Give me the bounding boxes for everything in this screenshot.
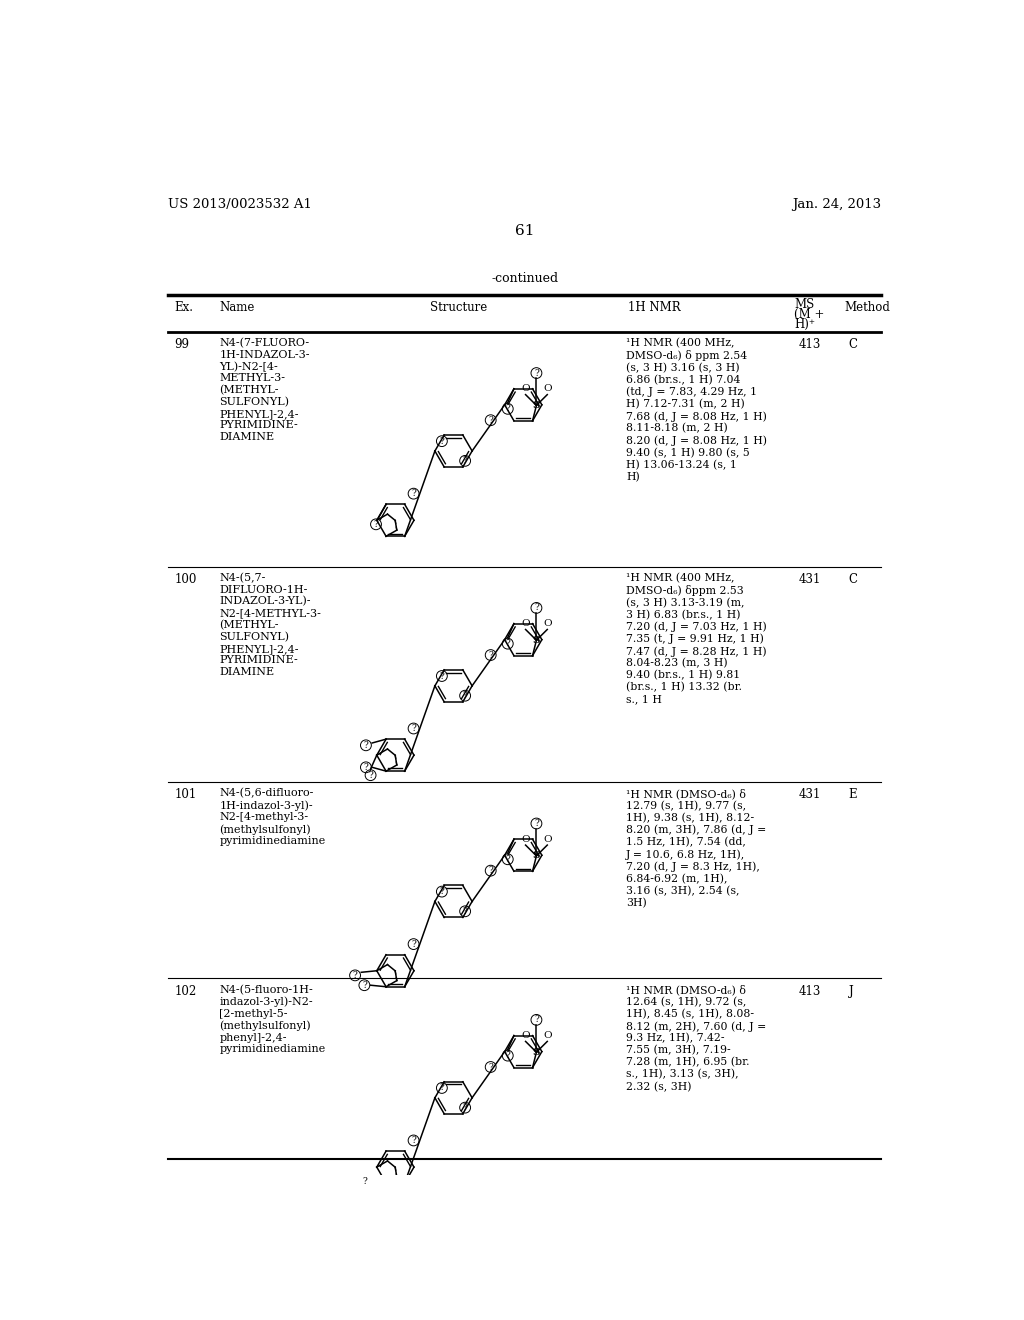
Text: ?: ? <box>463 907 468 916</box>
Text: 99: 99 <box>174 338 189 351</box>
Text: ?: ? <box>362 1177 367 1187</box>
Text: ?: ? <box>439 437 444 446</box>
Text: 101: 101 <box>174 788 197 801</box>
Text: 413: 413 <box>799 338 821 351</box>
Text: ¹H NMR (400 MHz,
DMSO-d₆) δ ppm 2.54
(s, 3 H) 3.16 (s, 3 H)
6.86 (br.s., 1 H) 7.: ¹H NMR (400 MHz, DMSO-d₆) δ ppm 2.54 (s,… <box>627 338 767 482</box>
Text: ?: ? <box>439 672 444 681</box>
Text: ?: ? <box>535 603 539 612</box>
Text: Jan. 24, 2013: Jan. 24, 2013 <box>793 198 882 211</box>
Text: O: O <box>521 1031 529 1040</box>
Text: Name: Name <box>219 301 255 314</box>
Text: N4-(7-FLUORO-
1H-INDAZOL-3-
YL)-N2-[4-
METHYL-3-
(METHYL-
SULFONYL)
PHENYL]-2,4-: N4-(7-FLUORO- 1H-INDAZOL-3- YL)-N2-[4- M… <box>219 338 310 442</box>
Text: ?: ? <box>364 763 369 772</box>
Text: 431: 431 <box>799 573 821 586</box>
Text: ?: ? <box>535 1015 539 1024</box>
Text: O: O <box>543 834 552 843</box>
Text: J: J <box>849 985 853 998</box>
Text: O: O <box>521 384 529 393</box>
Text: N4-(5-fluoro-1H-
indazol-3-yl)-N2-
[2-methyl-5-
(methylsulfonyl)
phenyl]-2,4-
py: N4-(5-fluoro-1H- indazol-3-yl)-N2- [2-me… <box>219 985 326 1055</box>
Text: ?: ? <box>439 887 444 896</box>
Text: E: E <box>849 788 857 801</box>
Text: O: O <box>543 1031 552 1040</box>
Text: ?: ? <box>488 416 494 425</box>
Text: ?: ? <box>506 1051 510 1060</box>
Text: ?: ? <box>463 457 468 466</box>
Text: ?: ? <box>362 981 367 990</box>
Text: C: C <box>849 338 858 351</box>
Text: ?: ? <box>412 940 416 949</box>
Text: S: S <box>532 1048 541 1057</box>
Text: ?: ? <box>488 866 494 875</box>
Text: 102: 102 <box>174 985 197 998</box>
Text: (M +: (M + <box>795 308 825 321</box>
Text: ?: ? <box>412 490 416 498</box>
Text: 61: 61 <box>515 224 535 238</box>
Text: Ex.: Ex. <box>174 301 194 314</box>
Text: O: O <box>543 384 552 393</box>
Text: ?: ? <box>506 639 510 648</box>
Text: 413: 413 <box>799 985 821 998</box>
Text: ?: ? <box>352 972 357 979</box>
Text: N4-(5,6-difluoro-
1H-indazol-3-yl)-
N2-[4-methyl-3-
(methylsulfonyl)
pyrimidined: N4-(5,6-difluoro- 1H-indazol-3-yl)- N2-[… <box>219 788 326 846</box>
Text: ?: ? <box>535 818 539 828</box>
Text: ?: ? <box>463 1104 468 1113</box>
Text: MS: MS <box>795 298 815 310</box>
Text: ?: ? <box>463 692 468 700</box>
Text: S: S <box>532 851 541 861</box>
Text: Structure: Structure <box>430 301 487 314</box>
Text: S: S <box>532 401 541 411</box>
Text: -continued: -continued <box>492 272 558 285</box>
Text: Method: Method <box>845 301 891 314</box>
Text: ?: ? <box>369 771 373 780</box>
Text: ¹H NMR (DMSO-d₆) δ
12.64 (s, 1H), 9.72 (s,
1H), 8.45 (s, 1H), 8.08-
8.12 (m, 2H): ¹H NMR (DMSO-d₆) δ 12.64 (s, 1H), 9.72 (… <box>627 985 767 1092</box>
Text: ¹H NMR (DMSO-d₆) δ
12.79 (s, 1H), 9.77 (s,
1H), 9.38 (s, 1H), 8.12-
8.20 (m, 3H): ¹H NMR (DMSO-d₆) δ 12.79 (s, 1H), 9.77 (… <box>627 788 767 908</box>
Text: O: O <box>521 834 529 843</box>
Text: ?: ? <box>535 368 539 378</box>
Text: ?: ? <box>364 741 369 750</box>
Text: N4-(5,7-
DIFLUORO-1H-
INDAZOL-3-YL)-
N2-[4-METHYL-3-
(METHYL-
SULFONYL)
PHENYL]-: N4-(5,7- DIFLUORO-1H- INDAZOL-3-YL)- N2-… <box>219 573 322 677</box>
Text: US 2013/0023532 A1: US 2013/0023532 A1 <box>168 198 312 211</box>
Text: C: C <box>849 573 858 586</box>
Text: 100: 100 <box>174 573 197 586</box>
Text: 431: 431 <box>799 788 821 801</box>
Text: S: S <box>532 636 541 644</box>
Text: O: O <box>521 619 529 628</box>
Text: O: O <box>543 619 552 628</box>
Text: ?: ? <box>412 723 416 733</box>
Text: H)⁺: H)⁺ <box>795 318 815 331</box>
Text: ?: ? <box>439 1084 444 1093</box>
Text: 1H NMR: 1H NMR <box>628 301 681 314</box>
Text: ?: ? <box>488 1063 494 1072</box>
Text: ¹H NMR (400 MHz,
DMSO-d₆) δppm 2.53
(s, 3 H) 3.13-3.19 (m,
3 H) 6.83 (br.s., 1 H: ¹H NMR (400 MHz, DMSO-d₆) δppm 2.53 (s, … <box>627 573 767 705</box>
Text: ?: ? <box>506 404 510 413</box>
Text: ?: ? <box>412 1137 416 1144</box>
Text: ?: ? <box>488 651 494 660</box>
Text: ?: ? <box>374 520 379 529</box>
Text: ?: ? <box>506 855 510 863</box>
